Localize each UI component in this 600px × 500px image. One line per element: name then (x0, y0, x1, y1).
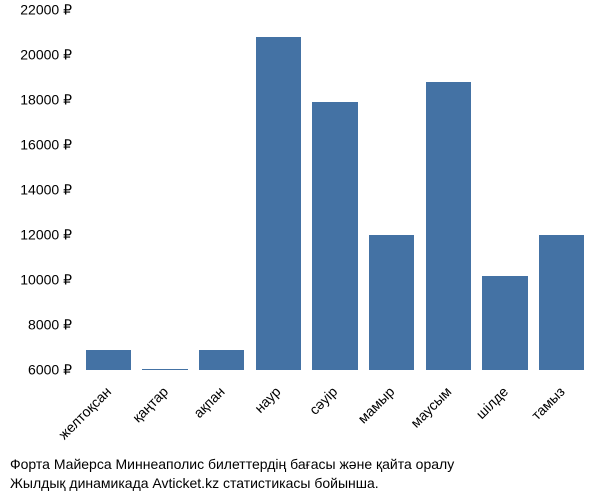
bar (86, 350, 131, 370)
bar-chart (80, 10, 590, 370)
y-tick-label: 16000 ₽ (0, 137, 72, 154)
x-tick-label: сәуір (306, 383, 340, 417)
x-tick-label: ақпан (190, 383, 227, 420)
y-tick-label: 8000 ₽ (0, 317, 72, 334)
x-tick-label: желтоқсан (55, 383, 114, 442)
caption-line-1: Форта Майерса Миннеаполис билеттердің ба… (10, 455, 590, 475)
bar (369, 235, 414, 370)
x-tick-label: наур (251, 383, 284, 416)
chart-caption: Форта Майерса Миннеаполис билеттердің ба… (0, 455, 600, 494)
y-tick-label: 18000 ₽ (0, 92, 72, 109)
y-tick-label: 12000 ₽ (0, 227, 72, 244)
y-tick-label: 6000 ₽ (0, 362, 72, 379)
plot-area (80, 10, 590, 370)
y-axis: 6000 ₽8000 ₽10000 ₽12000 ₽14000 ₽16000 ₽… (0, 10, 78, 370)
y-tick-label: 14000 ₽ (0, 182, 72, 199)
y-tick-label: 20000 ₽ (0, 47, 72, 64)
y-tick-label: 10000 ₽ (0, 272, 72, 289)
y-tick-label: 22000 ₽ (0, 2, 72, 19)
bar (426, 82, 471, 370)
x-tick-label: мамыр (354, 383, 397, 426)
x-axis: желтоқсанқаңтарақпаннаурсәуірмамырмаусым… (80, 375, 590, 455)
caption-line-2: Жылдық динамикада Avticket.kz статистика… (10, 474, 590, 494)
bar (256, 37, 301, 370)
bar (142, 369, 187, 370)
x-tick-label: тамыз (528, 383, 568, 423)
x-tick-label: маусым (407, 383, 454, 430)
bar (482, 276, 527, 371)
x-tick-label: қаңтар (129, 383, 171, 425)
bar (199, 350, 244, 370)
bar (312, 102, 357, 370)
bar (539, 235, 584, 370)
x-tick-label: шілде (472, 383, 511, 422)
